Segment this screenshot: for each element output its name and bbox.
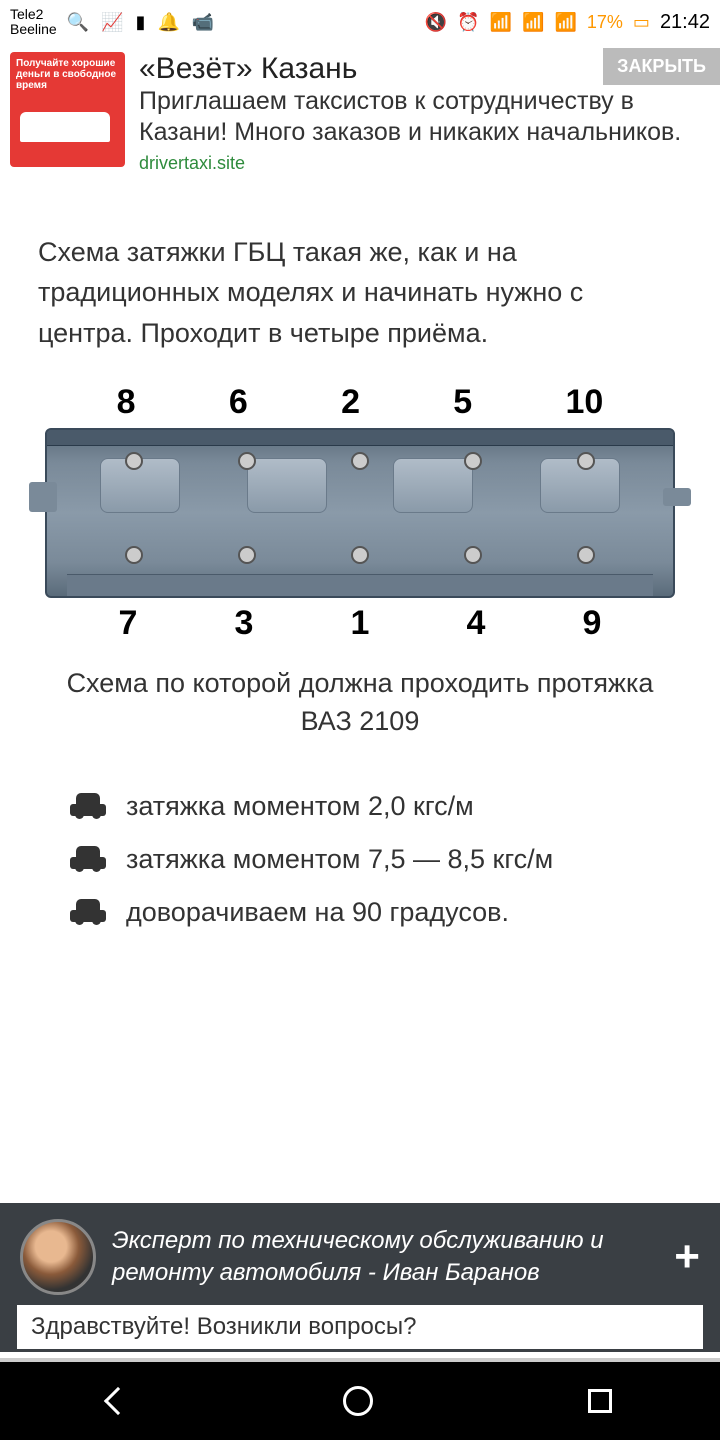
- intro-paragraph: Схема затяжки ГБЦ такая же, как и на тра…: [0, 182, 720, 374]
- expert-chat-bar: Эксперт по техническому обслуживанию и р…: [0, 1203, 720, 1352]
- diagram-caption: Схема по которой должна проходить протяж…: [0, 653, 720, 771]
- recent-apps-button[interactable]: [588, 1389, 612, 1413]
- car-icon: [70, 899, 106, 925]
- engine-block-graphic: [45, 428, 675, 598]
- signal-2-icon: 📶: [554, 12, 576, 33]
- ad-image: Получайте хорошие деньги в свободное вре…: [10, 52, 125, 167]
- search-icon: 🔍: [67, 12, 89, 33]
- video-icon: 📹: [192, 12, 214, 33]
- battery-icon: ▭: [633, 12, 650, 33]
- avatar[interactable]: [20, 1219, 96, 1295]
- back-button[interactable]: [104, 1387, 132, 1415]
- ad-close-button[interactable]: ЗАКРЫТЬ: [603, 48, 720, 85]
- list-item: доворачиваем на 90 градусов.: [70, 897, 650, 928]
- list-item: затяжка моментом 7,5 — 8,5 кгс/м: [70, 844, 650, 875]
- alarm-icon: ⏰: [457, 12, 479, 33]
- expand-button[interactable]: +: [674, 1232, 700, 1282]
- carrier-1: Tele2: [10, 7, 57, 22]
- expert-label: Эксперт по техническому обслуживанию и р…: [112, 1225, 658, 1290]
- steps-list: затяжка моментом 2,0 кгс/м затяжка момен…: [0, 771, 720, 970]
- car-icon: [70, 793, 106, 819]
- bell-icon: 🔔: [157, 12, 179, 33]
- ad-url: drivertaxi.site: [139, 153, 710, 174]
- diagram-bottom-numbers: 7 3 1 4 9: [30, 598, 690, 643]
- wifi-icon: 📶: [490, 12, 512, 33]
- status-bar: Tele2 Beeline 🔍 📈 ▮ 🔔 📹 🔇 ⏰ 📶 📶 📶 17% ▭ …: [0, 0, 720, 44]
- home-button[interactable]: [343, 1386, 373, 1416]
- mute-icon: 🔇: [425, 12, 447, 33]
- diagram-top-numbers: 8 6 2 5 10: [30, 383, 690, 428]
- signal-1-icon: 📶: [522, 12, 544, 33]
- navigation-bar: [0, 1358, 720, 1440]
- chart-icon: 📈: [101, 12, 123, 33]
- carrier-2: Beeline: [10, 22, 57, 37]
- battery-percent: 17%: [587, 12, 623, 33]
- list-item: затяжка моментом 2,0 кгс/м: [70, 791, 650, 822]
- ad-description: Приглашаем таксистов к сотрудничеству в …: [139, 86, 710, 149]
- battery-saver-icon: ▮: [136, 12, 146, 33]
- clock-time: 21:42: [660, 11, 710, 34]
- torque-diagram: 8 6 2 5 10 7 3 1 4 9: [0, 373, 720, 653]
- car-icon: [70, 846, 106, 872]
- chat-input[interactable]: Здравствуйте! Возникли вопросы?: [17, 1305, 703, 1349]
- ad-banner[interactable]: Получайте хорошие деньги в свободное вре…: [0, 44, 720, 182]
